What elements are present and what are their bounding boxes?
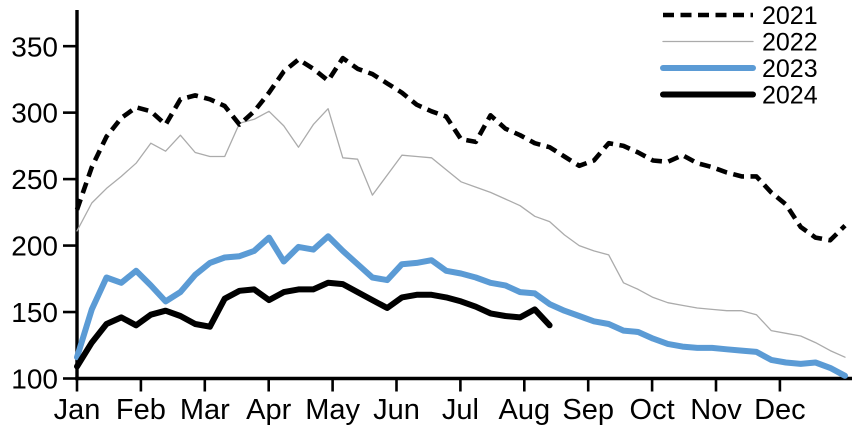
x-axis-tick-label: Feb (116, 394, 166, 426)
x-axis-tick-label: Jul (442, 394, 479, 426)
x-axis-tick-label: May (305, 394, 360, 426)
y-axis-tick-label: 350 (11, 31, 58, 62)
x-axis-tick-label: Sep (562, 394, 614, 426)
series-line-2024 (74, 279, 553, 370)
x-axis-tick-label: Jun (373, 394, 420, 426)
x-axis-tick-label: Aug (498, 394, 550, 426)
y-axis-tick-label: 300 (11, 98, 58, 129)
y-axis-tick-label: 100 (11, 364, 58, 395)
legend-label-2024: 2024 (762, 82, 818, 110)
legend-label-2021: 2021 (762, 2, 818, 30)
x-axis-tick-label: Jan (54, 394, 101, 426)
y-axis-tick-label: 200 (11, 231, 58, 262)
series-line-2023 (74, 233, 848, 379)
x-axis-tick-label: Apr (246, 394, 291, 426)
x-axis-tick-label: Oct (630, 394, 675, 426)
legend-label-2022: 2022 (762, 29, 818, 57)
series-line-2021 (74, 55, 847, 243)
x-axis-tick-label: Mar (180, 394, 230, 426)
x-axis-tick-label: Dec (754, 394, 806, 426)
y-axis-tick-label: 250 (11, 164, 58, 195)
legend-label-2023: 2023 (762, 55, 818, 83)
x-axis-tick-label: Nov (690, 394, 742, 426)
y-axis-tick-label: 150 (11, 297, 58, 328)
series-line-2022 (76, 108, 846, 358)
